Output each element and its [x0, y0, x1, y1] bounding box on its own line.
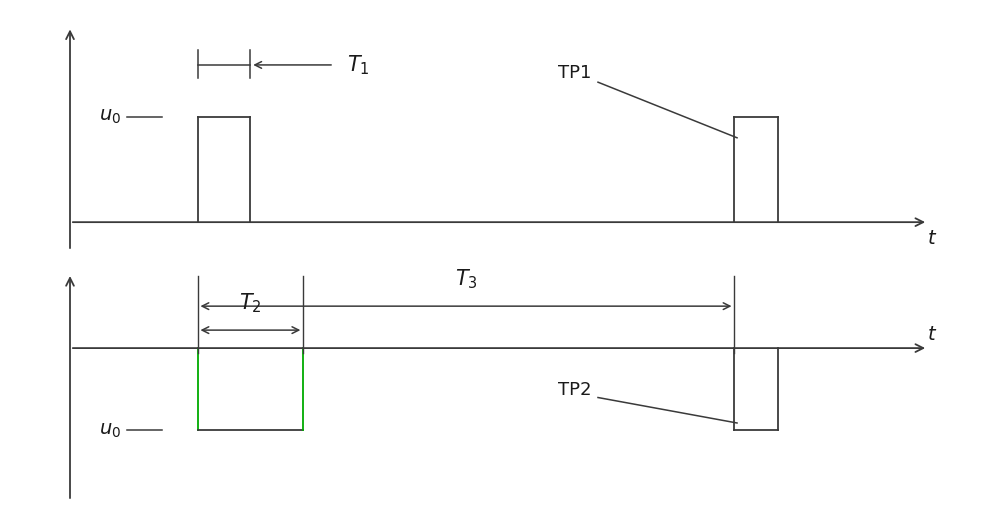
Text: TP1: TP1: [558, 64, 592, 82]
Text: $T_2$: $T_2$: [239, 292, 262, 315]
Text: $u_0$: $u_0$: [99, 421, 121, 440]
Text: $u_0$: $u_0$: [99, 107, 121, 126]
Text: $T_1$: $T_1$: [347, 53, 370, 77]
Text: $t$: $t$: [927, 230, 938, 248]
Text: $T_3$: $T_3$: [455, 268, 477, 291]
Text: TP2: TP2: [558, 381, 592, 399]
Text: $t$: $t$: [927, 326, 938, 344]
